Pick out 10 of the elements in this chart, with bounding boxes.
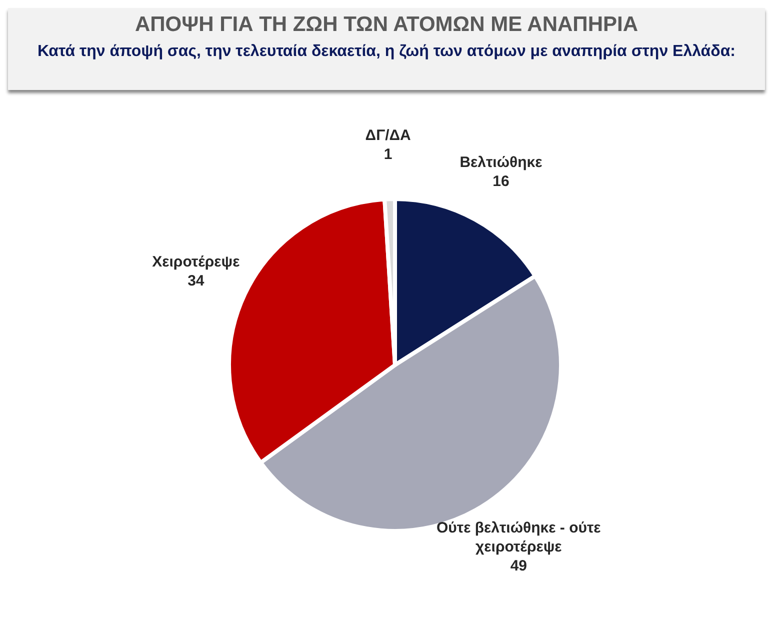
slice-label: Βελτιώθηκε: [460, 154, 542, 172]
slice-label: ΔΓ/ΔΑ: [365, 127, 412, 144]
slice-label: Χειροτέρεψε: [152, 253, 240, 270]
chart-title: ΑΠΟΨΗ ΓΙΑ ΤΗ ΖΩΗ ΤΩΝ ΑΤΟΜΩΝ ΜΕ ΑΝΑΠΗΡΙΑ: [134, 12, 640, 38]
data-label: 49: [510, 557, 527, 574]
data-label: 1: [384, 146, 392, 164]
data-label: 16: [492, 173, 510, 190]
data-label: 34: [188, 272, 205, 290]
slice-label: Ούτε βελτιώθηκε - ούτε χειροτέρεψε: [436, 519, 601, 556]
chart-subtitle: Κατά την άποψή σας, την τελευταία δεκαετία, η ζωή των ατόμων με αναπηρία στην Ελλάδα:: [36, 42, 737, 62]
